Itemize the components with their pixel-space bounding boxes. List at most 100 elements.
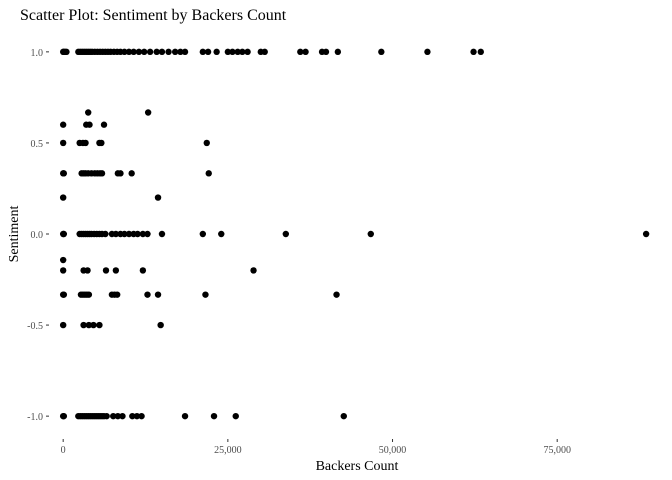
data-point — [171, 48, 179, 56]
data-point — [125, 230, 133, 238]
y-tick-label: 0.5 — [31, 139, 44, 150]
data-point — [297, 48, 304, 56]
data-point — [218, 230, 225, 238]
data-point — [213, 48, 220, 56]
data-point — [102, 267, 110, 274]
data-point — [63, 48, 70, 56]
data-point — [244, 48, 251, 56]
data-point — [181, 412, 189, 420]
data-point — [199, 48, 207, 56]
data-point — [59, 267, 67, 274]
data-point — [125, 48, 133, 56]
data-point — [378, 48, 385, 56]
data-point — [144, 109, 152, 116]
data-point — [60, 291, 68, 298]
data-point — [112, 267, 120, 274]
data-point — [202, 291, 209, 298]
data-point — [82, 139, 89, 147]
data-point — [203, 139, 210, 147]
data-point — [59, 256, 67, 264]
data-point — [234, 48, 241, 56]
y-axis-ticks: -1.0 -0.5 0.0 0.5 1.0 — [27, 48, 49, 423]
data-point — [210, 412, 218, 420]
data-point — [154, 291, 162, 298]
data-point — [282, 230, 290, 238]
data-point — [133, 412, 141, 420]
y-tick-label: 0.0 — [31, 230, 44, 241]
data-point — [121, 48, 128, 56]
data-point — [59, 139, 67, 147]
data-point — [224, 48, 232, 56]
data-point — [60, 170, 68, 177]
data-point — [85, 109, 92, 116]
data-point — [85, 291, 93, 298]
data-point — [112, 230, 120, 238]
data-point — [165, 48, 172, 56]
data-point — [239, 48, 246, 56]
data-point — [204, 48, 212, 56]
data-point — [86, 121, 93, 128]
data-point — [80, 321, 87, 329]
y-tick-label: 1.0 — [31, 48, 44, 59]
data-point — [158, 48, 166, 56]
data-point — [138, 412, 145, 420]
data-point — [100, 121, 108, 128]
data-point — [153, 48, 160, 56]
data-point — [229, 48, 236, 56]
data-point — [113, 291, 121, 298]
data-point — [102, 230, 109, 238]
x-axis-label: Backers Count — [316, 459, 399, 474]
data-point — [333, 291, 340, 298]
data-point — [139, 230, 147, 238]
data-point — [121, 230, 128, 238]
data-point — [302, 48, 309, 56]
data-point — [424, 48, 431, 56]
data-point — [322, 48, 330, 56]
data-point — [334, 48, 342, 56]
x-tick-label: 50,000 — [379, 445, 407, 456]
data-point — [84, 267, 91, 274]
data-point — [59, 321, 67, 329]
data-point — [181, 48, 189, 56]
data-point — [117, 170, 124, 177]
data-point — [146, 48, 154, 56]
x-tick-label: 0 — [61, 445, 66, 456]
y-axis-label: Sentiment — [7, 206, 22, 263]
data-point — [250, 267, 257, 274]
data-point — [261, 48, 268, 56]
data-point — [140, 48, 148, 56]
data-point — [98, 170, 106, 177]
data-point — [103, 412, 110, 420]
x-axis-ticks: 0 25,000 50,000 75,000 — [61, 439, 571, 456]
data-point — [177, 48, 184, 56]
data-point — [205, 170, 212, 177]
data-point — [90, 321, 97, 329]
y-tick-label: -0.5 — [27, 321, 43, 332]
data-point — [60, 230, 68, 238]
data-point — [199, 230, 207, 238]
data-point — [139, 267, 147, 274]
data-point — [128, 170, 135, 177]
data-point — [119, 412, 126, 420]
x-tick-label: 25,000 — [214, 445, 242, 456]
y-tick-label: -1.0 — [27, 412, 43, 423]
data-point — [642, 230, 650, 238]
data-point — [157, 321, 164, 329]
data-point — [134, 230, 141, 238]
data-point — [144, 230, 151, 238]
data-point — [144, 291, 151, 298]
data-point — [477, 48, 484, 56]
data-point — [367, 230, 374, 238]
data-points — [59, 48, 650, 420]
data-point — [135, 48, 143, 56]
data-point — [60, 412, 68, 420]
data-point — [110, 412, 117, 420]
data-point — [340, 412, 347, 420]
data-point — [85, 321, 93, 329]
data-point — [154, 194, 162, 201]
data-point — [129, 412, 136, 420]
data-point — [98, 139, 105, 147]
chart-title: Scatter Plot: Sentiment by Backers Count — [20, 7, 287, 24]
